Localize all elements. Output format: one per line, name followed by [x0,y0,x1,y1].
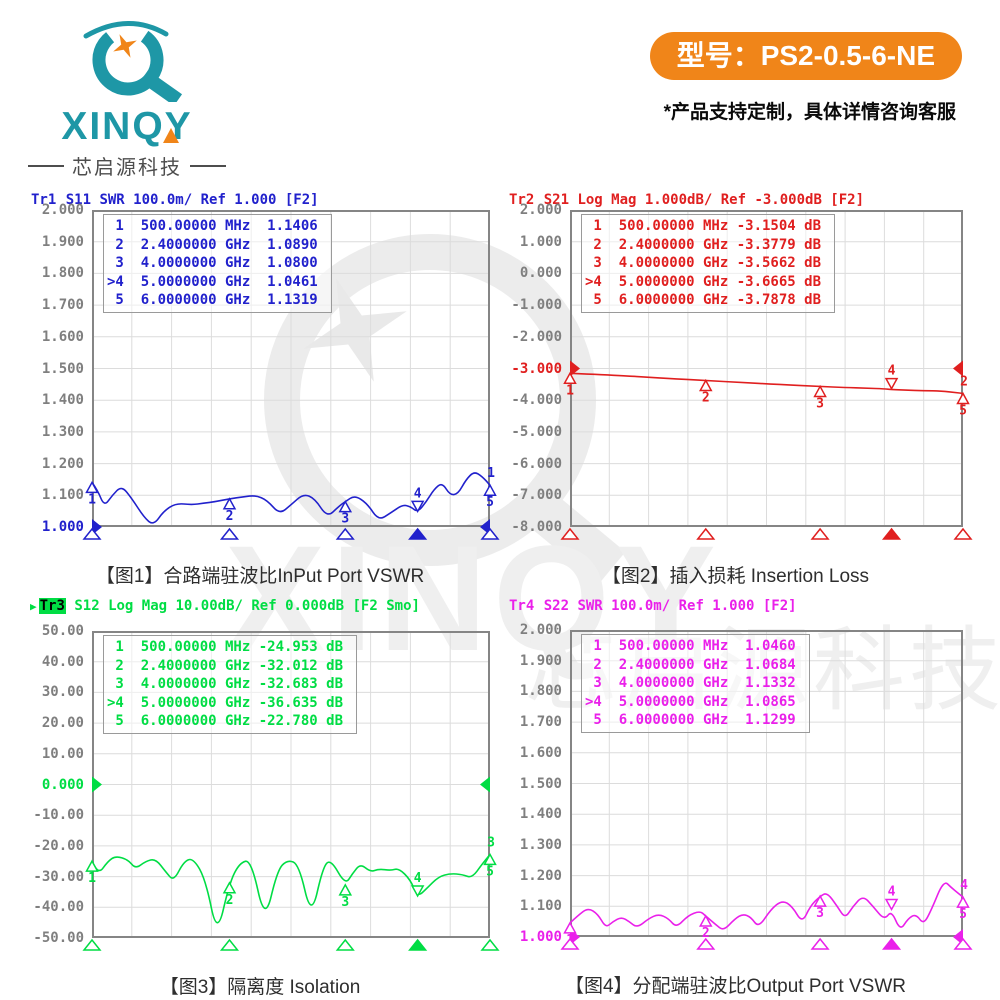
svg-text:4: 4 [414,871,422,886]
svg-text:2: 2 [702,926,710,941]
svg-text:4: 4 [888,884,896,899]
logo-q-mark [83,21,183,106]
chart-caption: 【图1】合路端驻波比InPut Port VSWR [95,566,425,587]
logo-cn-subtitle: 芯启源科技 [28,151,226,180]
chart-caption: 【图3】隔离度 Isolation [159,977,361,998]
brand-logo: XINQY 芯启源科技 [28,14,226,180]
trace-header: ▶Tr1 S11 SWR 100.0m/ Ref 1.000 [F2] [30,192,490,208]
watermark-star-icon [303,278,407,382]
y-axis-labels: 2.000 1.900 1.800 1.700 1.600 1.500 1.400 1.300… [519,622,562,945]
svg-text:2: 2 [226,893,234,908]
svg-text:1: 1 [566,383,574,398]
svg-text:5: 5 [486,864,494,879]
svg-text:2: 2 [702,390,710,405]
plot-isolation: 1 2 3 4 5 3 [82,631,500,951]
logo-swoosh [83,21,169,39]
chart-panel-output-vswr: ▶Tr4 S22 SWR 100.0m/ Ref 1.000 [F2] 2.00… [508,598,973,998]
svg-text:3: 3 [341,895,349,910]
svg-text:3: 3 [816,906,824,921]
marker-readout-table: 1 500.00000 MHz -3.1504 dB 2 2.4000000 G… [581,214,836,313]
svg-text:2: 2 [960,374,968,389]
marker-readout-table: 1 500.00000 MHz 1.1406 2 2.4000000 GHz 1… [103,214,332,313]
svg-text:3: 3 [487,835,495,850]
svg-text:4: 4 [888,364,896,379]
logo-star-icon [113,34,137,58]
logo-cn-text: 芯启源科技 [72,157,182,179]
logo-q-tail [139,70,183,106]
marker-readout-table: 1 500.00000 MHz -24.953 dB 2 2.4000000 G… [103,635,358,734]
trace-params: S21 Log Mag 1.000dB/ Ref -3.000dB [F2] [535,192,865,208]
svg-text:5: 5 [959,403,967,418]
trace-params: S12 Log Mag 10.00dB/ Ref 0.000dB [F2 Smo… [65,598,420,614]
svg-text:3: 3 [341,512,349,527]
trace-header: ▶ Tr3 S12 Log Mag 10.00dB/ Ref 0.000dB [F… [30,598,490,615]
y-axis-labels: 50.00 40.00 30.00 20.00 10.00 0.000 -10.00 -20.… [33,623,84,946]
active-trace-arrow-icon: ▶ [30,600,37,613]
chart-caption: 【图2】插入损耗 Insertion Loss [601,566,870,587]
trace-name: Tr3 [38,598,66,614]
customization-note: *产品支持定制，具体详情咨询客服 [663,102,956,123]
svg-text:3: 3 [816,396,824,411]
chart-panel-isolation: ▶ Tr3 S12 Log Mag 10.00dB/ Ref 0.000dB [F… [30,598,500,999]
model-badge: 型号：PS2-0.5-6-NE [649,32,962,80]
svg-text:1: 1 [88,492,96,507]
svg-text:2: 2 [226,509,234,524]
trace-name: Tr2 [509,192,535,208]
logo-wordmark: XINQY [28,106,226,148]
svg-text:5: 5 [959,907,967,922]
chart-caption: 【图4】分配端驻波比Output Port VSWR [564,976,906,997]
svg-text:5: 5 [486,495,494,510]
svg-text:4: 4 [414,486,422,501]
svg-text:1: 1 [487,466,495,481]
trace-name: Tr1 [31,192,57,208]
svg-text:1: 1 [88,871,96,886]
trace-params: S22 SWR 100.0m/ Ref 1.000 [F2] [535,598,797,614]
trace-params: S11 SWR 100.0m/ Ref 1.000 [F2] [57,192,319,208]
trace-name: Tr4 [509,598,535,614]
plot-input-vswr: 1 2 3 4 5 1 [82,210,500,540]
y-axis-labels: 2.000 1.000 0.000 -1.000 -2.000 -3.000 -4.000-… [511,202,562,535]
trace-header: ▶Tr2 S21 Log Mag 1.000dB/ Ref -3.000dB [… [508,192,963,208]
logo-orange-wedge-icon [163,128,179,143]
trace-header: ▶Tr4 S22 SWR 100.0m/ Ref 1.000 [F2] [508,598,963,614]
chart-panel-insertion-loss: ▶Tr2 S21 Log Mag 1.000dB/ Ref -3.000dB [… [508,192,973,588]
chart-panel-input-vswr: ▶Tr1 S11 SWR 100.0m/ Ref 1.000 [F2] 2.00… [30,192,500,588]
y-axis-labels: 2.000 1.900 1.800 1.700 1.600 1.500 1.400 1.300… [41,202,84,535]
svg-text:4: 4 [960,878,968,893]
marker-readout-table: 1 500.00000 MHz 1.0460 2 2.4000000 GHz 1… [581,634,810,733]
